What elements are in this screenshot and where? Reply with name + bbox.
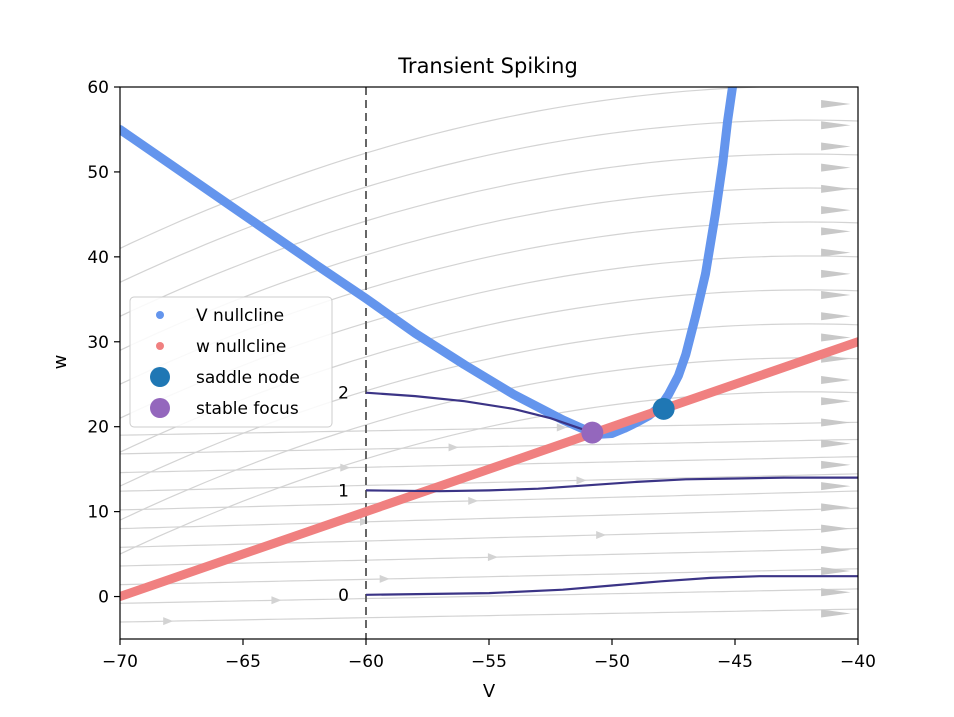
legend-frame (129, 296, 333, 428)
streamline (120, 357, 858, 521)
trajectory-0 (365, 575, 858, 596)
streamline-arrow (821, 354, 851, 363)
streamline-arrow (821, 291, 851, 300)
y-axis-ticks: 0 10 20 30 40 50 60 (87, 78, 120, 608)
streamline-arrow (821, 184, 851, 193)
v-nullcline (120, 87, 737, 439)
legend-label-saddle-node: saddle node (196, 368, 300, 388)
streamline (120, 490, 858, 511)
x-tick-label: −40 (840, 652, 876, 672)
streamline-arrow (821, 312, 851, 321)
streamline-arrow (821, 121, 851, 130)
y-tick-label: 20 (87, 418, 109, 438)
y-tick-label: 50 (87, 163, 109, 183)
streamline-arrow (821, 163, 851, 172)
legend-marker-stable-focus (150, 398, 170, 418)
legend: V nullcline w nullcline saddle node stab… (129, 296, 333, 428)
y-tick-label: 0 (98, 588, 109, 608)
legend-marker-v-nullcline (156, 311, 164, 319)
nullclines (120, 87, 858, 601)
trajectory-labels: 0 1 2 (338, 384, 349, 606)
streamline-arrow (821, 248, 851, 257)
streamline-arrow (596, 530, 607, 539)
streamline (120, 507, 858, 530)
x-tick-label: −65 (225, 652, 261, 672)
y-tick-label: 10 (87, 503, 109, 523)
streamline-arrow (821, 269, 851, 278)
y-tick-label: 60 (87, 78, 109, 98)
streamline-arrow (821, 545, 851, 554)
x-tick-label: −70 (102, 652, 138, 672)
x-axis-ticks: −70 −65 −60 −55 −50 −45 −40 (102, 639, 876, 672)
x-tick-label: −55 (471, 652, 507, 672)
trajectory-label-1: 1 (338, 481, 349, 501)
y-tick-label: 30 (87, 333, 109, 353)
legend-marker-saddle-node (150, 367, 170, 387)
streamline (120, 527, 858, 548)
streamline-arrow (468, 496, 479, 505)
streamline-arrow (821, 439, 851, 448)
chart-title: Transient Spiking (397, 54, 578, 78)
streamline (120, 588, 858, 604)
trajectory-label-0: 0 (338, 586, 349, 606)
x-tick-label: −50 (594, 652, 630, 672)
streamline (120, 323, 858, 487)
legend-marker-w-nullcline (156, 342, 164, 350)
streamline-arrow (821, 503, 851, 512)
streamline-arrow (821, 99, 851, 108)
streamline-arrow (556, 423, 567, 432)
streamline-arrow (821, 482, 851, 491)
streamline-arrow (821, 142, 851, 151)
streamline-arrow (821, 524, 851, 533)
streamline-arrow (487, 553, 498, 562)
streamline (120, 438, 858, 455)
streamline (120, 153, 858, 317)
streamline-arrow (821, 567, 851, 576)
x-tick-label: −45 (717, 652, 753, 672)
streamline-arrow (448, 443, 459, 452)
legend-label-stable-focus: stable focus (196, 399, 299, 419)
streamline-arrow (821, 397, 851, 406)
x-axis-label: V (483, 681, 496, 702)
streamline-arrow (821, 609, 851, 618)
w-nullcline (120, 337, 858, 601)
legend-label-v-nullcline: V nullcline (196, 306, 284, 326)
streamline-arrow (821, 227, 851, 236)
legend-label-w-nullcline: w nullcline (196, 337, 286, 357)
saddle-node-marker (652, 397, 675, 420)
y-tick-label: 40 (87, 248, 109, 268)
streamline-arrow (821, 333, 851, 342)
trajectory-1 (365, 476, 858, 493)
streamline-arrow (576, 476, 587, 485)
y-axis-label: w (50, 355, 71, 370)
streamline-arrow (163, 617, 174, 626)
streamline-arrow (821, 588, 851, 597)
stable-focus-marker (581, 421, 604, 444)
trajectory-label-2: 2 (338, 384, 349, 404)
streamline-arrow (821, 375, 851, 384)
streamline (120, 119, 858, 283)
streamline-arrow (821, 206, 851, 215)
streamline-arrow (821, 418, 851, 427)
fixed-points (581, 397, 675, 444)
streamline (120, 473, 858, 492)
streamline (120, 608, 858, 623)
streamline-arrow (821, 460, 851, 469)
x-tick-label: −60 (348, 652, 384, 672)
streamline (120, 391, 858, 555)
streamline-arrow (379, 574, 390, 583)
streamline (120, 568, 858, 586)
streamline-arrow (271, 596, 282, 605)
